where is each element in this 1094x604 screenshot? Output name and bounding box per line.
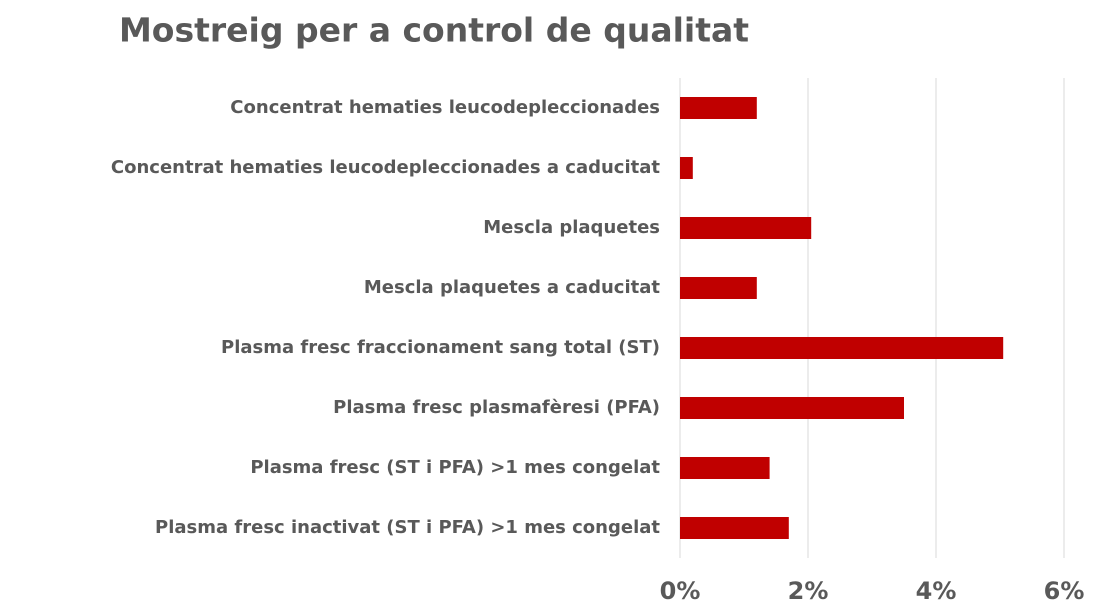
y-tick-label: Concentrat hematies leucodepleccionades …: [111, 157, 660, 178]
bar: [680, 217, 812, 239]
y-tick-label: Plasma fresc (ST i PFA) >1 mes congelat: [250, 457, 660, 478]
bar: [680, 397, 904, 419]
y-tick-label: Plasma fresc plasmafèresi (PFA): [333, 397, 660, 418]
y-tick-label: Plasma fresc fraccionament sang total (S…: [221, 337, 660, 358]
x-tick-label: 6%: [1044, 577, 1085, 604]
bar: [680, 457, 770, 479]
x-tick-label: 2%: [788, 577, 829, 604]
x-tick-label: 4%: [916, 577, 957, 604]
x-tick-label: 0%: [660, 577, 701, 604]
y-tick-label: Mescla plaquetes a caducitat: [364, 277, 661, 298]
chart-title: Mostreig per a control de qualitat: [119, 11, 749, 50]
bar: [680, 277, 757, 299]
bar: [680, 97, 757, 119]
bar: [680, 337, 1004, 359]
y-tick-label: Concentrat hematies leucodepleccionades: [230, 97, 660, 118]
bar: [680, 157, 693, 179]
bar: [680, 517, 789, 539]
y-tick-label: Mescla plaquetes: [483, 217, 660, 238]
y-tick-label: Plasma fresc inactivat (ST i PFA) >1 mes…: [155, 517, 660, 538]
